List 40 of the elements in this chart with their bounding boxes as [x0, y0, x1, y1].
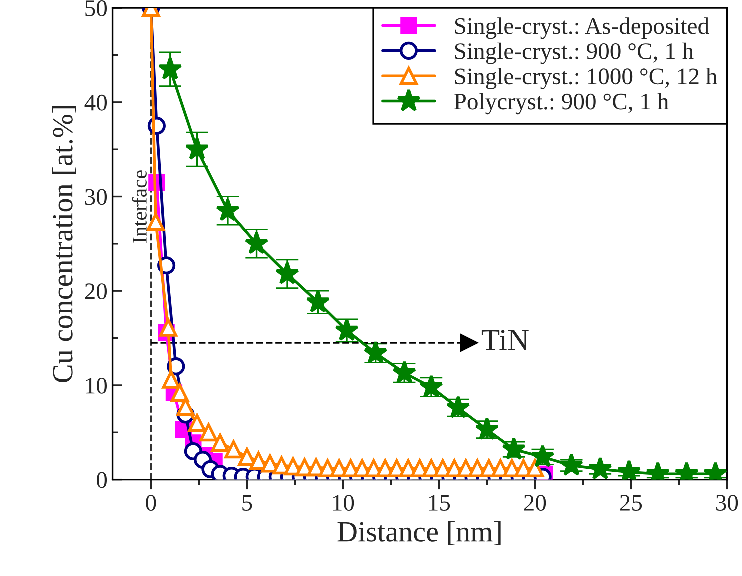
x-tick-label: 5 [242, 495, 252, 512]
point [502, 437, 526, 460]
y-tick-label: 0 [97, 472, 108, 488]
point [146, 213, 166, 232]
x-tick-label: 15 [429, 495, 450, 512]
point [185, 137, 210, 160]
legend-label: Single-cryst.: As-deposited [455, 18, 710, 40]
point [530, 444, 555, 468]
point [560, 453, 584, 476]
x-tick-label: 0 [146, 495, 156, 512]
y-tick-label: 10 [86, 378, 108, 394]
point [224, 440, 243, 459]
point [526, 459, 544, 478]
x-tick-label: 30 [716, 495, 738, 512]
point [276, 262, 300, 285]
ref-line-label: Interface [132, 170, 147, 244]
annotation: TiN [482, 330, 529, 350]
y-tick-label: 30 [85, 189, 108, 206]
legend-label: Single-cryst.: 1000 °C, 12 h [455, 68, 718, 90]
y-tick-label: 40 [84, 94, 108, 111]
point [170, 384, 190, 402]
x-tick-label: 10 [333, 495, 354, 512]
point [158, 56, 182, 80]
x-axis-title: Distance [nm] [338, 521, 501, 546]
x-tick-label: 25 [620, 495, 642, 512]
point [588, 456, 612, 480]
point [162, 370, 180, 389]
point [216, 198, 240, 222]
legend-label: Polycryst.: 900 °C, 1 h [454, 93, 669, 115]
y-tick-label: 50 [86, 0, 108, 16]
point [200, 424, 218, 442]
point [188, 414, 206, 432]
x-tick-label: 20 [524, 495, 546, 512]
y-tick-label: 20 [85, 284, 108, 300]
point [176, 398, 195, 416]
legend-label: Single-cryst.: 900 °C, 1 h [455, 42, 694, 64]
point [211, 434, 230, 452]
point [159, 318, 178, 337]
point [244, 231, 269, 254]
y-axis-title: Cu concentration [at.%] [52, 106, 76, 382]
